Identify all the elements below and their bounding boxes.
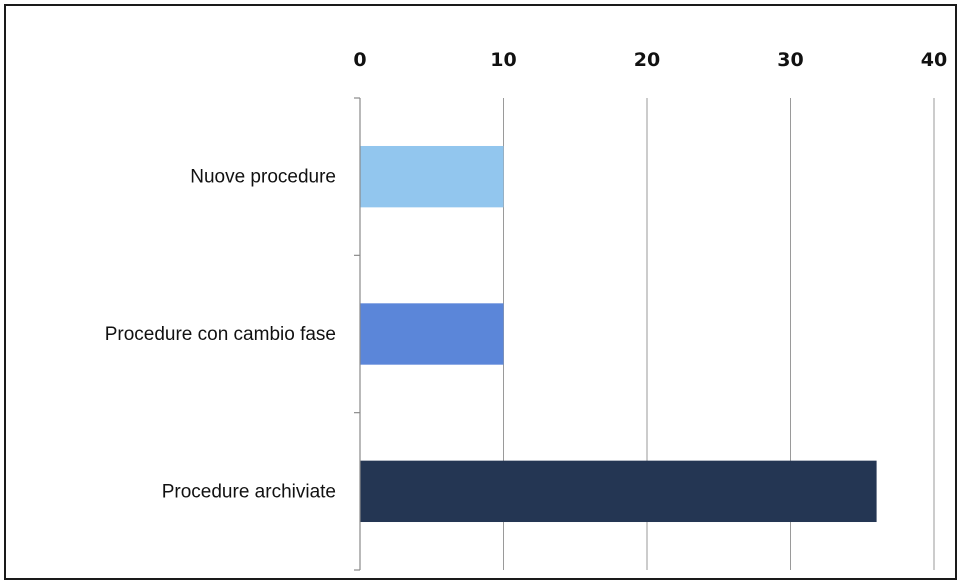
bar [360, 145, 504, 208]
x-tick-label: 0 [353, 49, 366, 71]
x-tick-label: 20 [634, 49, 660, 71]
category-labels: Nuove procedure Procedure con cambio fase… [105, 167, 336, 503]
bar [360, 303, 504, 365]
x-tick-label: 40 [921, 49, 947, 71]
bars [360, 145, 877, 523]
bar [360, 460, 877, 523]
chart-frame: 0 10 20 30 40 Nuove procedure Procedure con c… [4, 4, 957, 580]
category-label: Nuove procedure [190, 167, 336, 188]
category-label: Procedure archiviate [162, 481, 336, 502]
category-axis [354, 97, 361, 571]
x-tick-label: 30 [777, 49, 803, 71]
x-tick-label: 10 [490, 49, 516, 71]
value-axis-tick-labels: 0 10 20 30 40 [353, 49, 947, 71]
bar-chart: 0 10 20 30 40 Nuove procedure Procedure con c… [105, 49, 947, 571]
category-label: Procedure con cambio fase [105, 324, 336, 345]
